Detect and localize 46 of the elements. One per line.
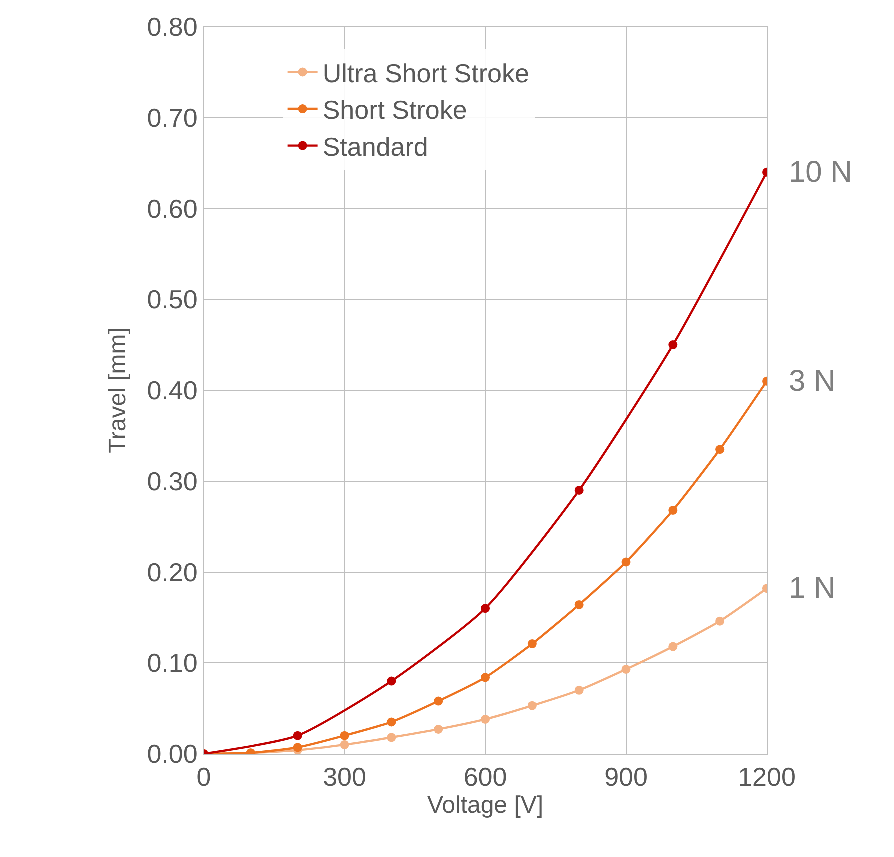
y-tick-label: 0.30: [147, 466, 198, 496]
point: [528, 701, 537, 710]
y-tick-label: 0.50: [147, 284, 198, 315]
point: [622, 558, 631, 567]
point: [387, 733, 396, 742]
text: 1 N: [789, 572, 836, 605]
point: [716, 616, 725, 626]
x-tick-label: 0: [196, 762, 212, 792]
point: [481, 604, 490, 614]
y-axis-title: Travel [mm]: [104, 328, 132, 454]
text: 3 N: [789, 365, 836, 398]
point: [434, 724, 444, 734]
y-tick-label: 0.20: [147, 557, 198, 588]
point: [293, 731, 302, 740]
point: [293, 743, 302, 752]
x-tick-label: 600: [464, 762, 508, 792]
point: [716, 445, 725, 454]
text: 10 N: [789, 156, 852, 189]
point: [668, 340, 678, 350]
point: [622, 664, 631, 674]
point: [434, 696, 444, 706]
point: [340, 740, 350, 750]
point: [668, 506, 678, 515]
point: [340, 731, 350, 740]
point: [574, 600, 584, 610]
y-tick-label: 0.80: [147, 12, 198, 42]
point: [528, 640, 537, 649]
y-tick-label: 0.60: [147, 194, 198, 224]
x-tick-label: 900: [604, 762, 648, 792]
x-tick-label: 1200: [738, 762, 796, 792]
x-tick-label: 300: [323, 762, 366, 792]
point: [387, 718, 396, 727]
point: [574, 686, 584, 695]
legend-label: Short Stroke: [322, 95, 468, 126]
point: [387, 676, 396, 686]
x-axis-title: Voltage [V]: [427, 792, 544, 820]
y-tick-label: 0.00: [147, 739, 198, 770]
y-tick-label: 0.40: [147, 376, 198, 406]
y-tick-label: 0.10: [147, 648, 198, 678]
point: [668, 642, 678, 652]
point: [481, 673, 490, 682]
y-tick-label: 0.70: [147, 102, 198, 133]
point: [481, 714, 490, 724]
point: [574, 486, 584, 495]
legend-label: Ultra Short Stroke: [322, 58, 530, 88]
legend-label: Standard: [322, 132, 428, 162]
